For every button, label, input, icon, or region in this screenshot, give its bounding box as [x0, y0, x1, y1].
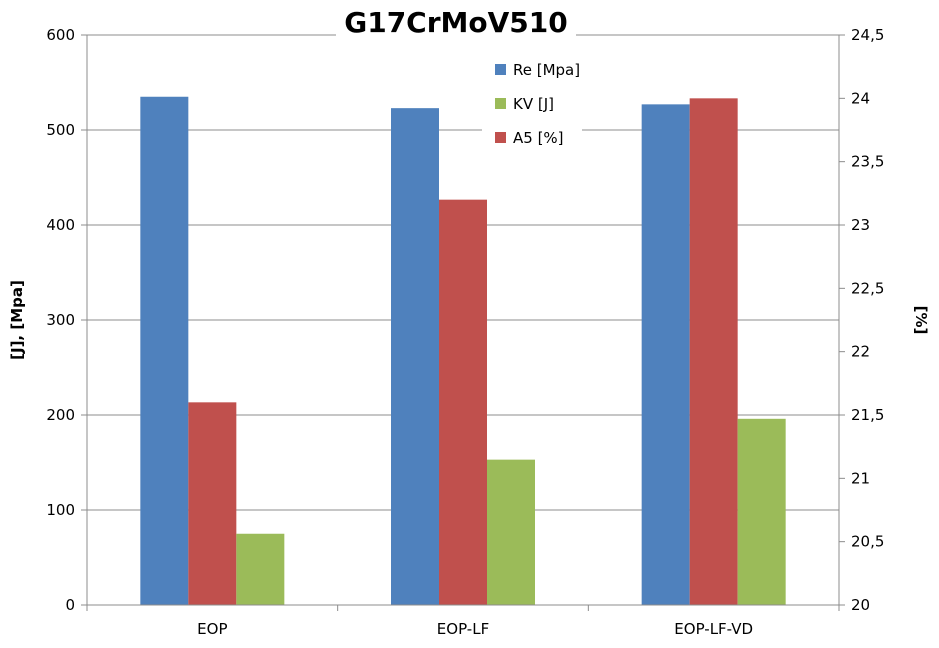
bar — [140, 96, 189, 605]
legend-swatch — [495, 98, 506, 109]
legend-label: KV [J] — [513, 95, 554, 113]
y-right-tick-label: 22 — [851, 343, 870, 361]
axes — [81, 34, 845, 611]
bar — [737, 418, 786, 605]
bar — [236, 533, 285, 605]
bar — [641, 104, 690, 605]
y-right-axis-title: [%] — [912, 306, 930, 335]
y-right-tick-label: 24,5 — [851, 26, 884, 44]
y-left-tick-label: 100 — [46, 501, 75, 519]
y-left-tick-label: 300 — [46, 311, 75, 329]
bar — [391, 108, 439, 606]
bar — [689, 98, 738, 605]
y-right-tick-label: 23 — [851, 216, 870, 234]
y-left-tick-label: 400 — [46, 216, 75, 234]
legend: Re [Mpa] KV [J] A5 [%] — [482, 52, 582, 150]
y-left-tick-label: 600 — [46, 26, 75, 44]
legend-swatch — [495, 132, 506, 143]
bar — [439, 199, 487, 605]
x-tick-label: EOP-LF — [437, 620, 489, 638]
x-tick-label: EOP — [197, 620, 227, 638]
y-right-tick-label: 22,5 — [851, 279, 884, 297]
y-left-tick-label: 0 — [65, 596, 75, 614]
y-right-tick-label: 23,5 — [851, 153, 884, 171]
legend-swatch — [495, 64, 506, 75]
tick-labels: 0 100 200 300 400 500 600 20 20,5 21 21,5 22 22,5 23 2… — [46, 26, 884, 638]
y-right-tick-label: 21 — [851, 469, 870, 487]
legend-label: Re [Mpa] — [513, 61, 580, 79]
legend-label: A5 [%] — [513, 129, 564, 147]
bars — [140, 96, 786, 606]
title-background — [336, 6, 576, 44]
bar — [188, 402, 237, 605]
x-tick-label: EOP-LF-VD — [674, 620, 753, 638]
y-left-tick-label: 500 — [46, 121, 75, 139]
chart-title: G17CrMoV510 — [344, 6, 568, 39]
y-right-tick-label: 24 — [851, 89, 870, 107]
y-right-tick-label: 21,5 — [851, 406, 884, 424]
y-left-axis-title: [J], [Mpa] — [8, 280, 26, 360]
y-left-tick-label: 200 — [46, 406, 75, 424]
y-right-tick-label: 20,5 — [851, 533, 884, 551]
y-right-tick-label: 20 — [851, 596, 870, 614]
bar — [487, 459, 535, 605]
